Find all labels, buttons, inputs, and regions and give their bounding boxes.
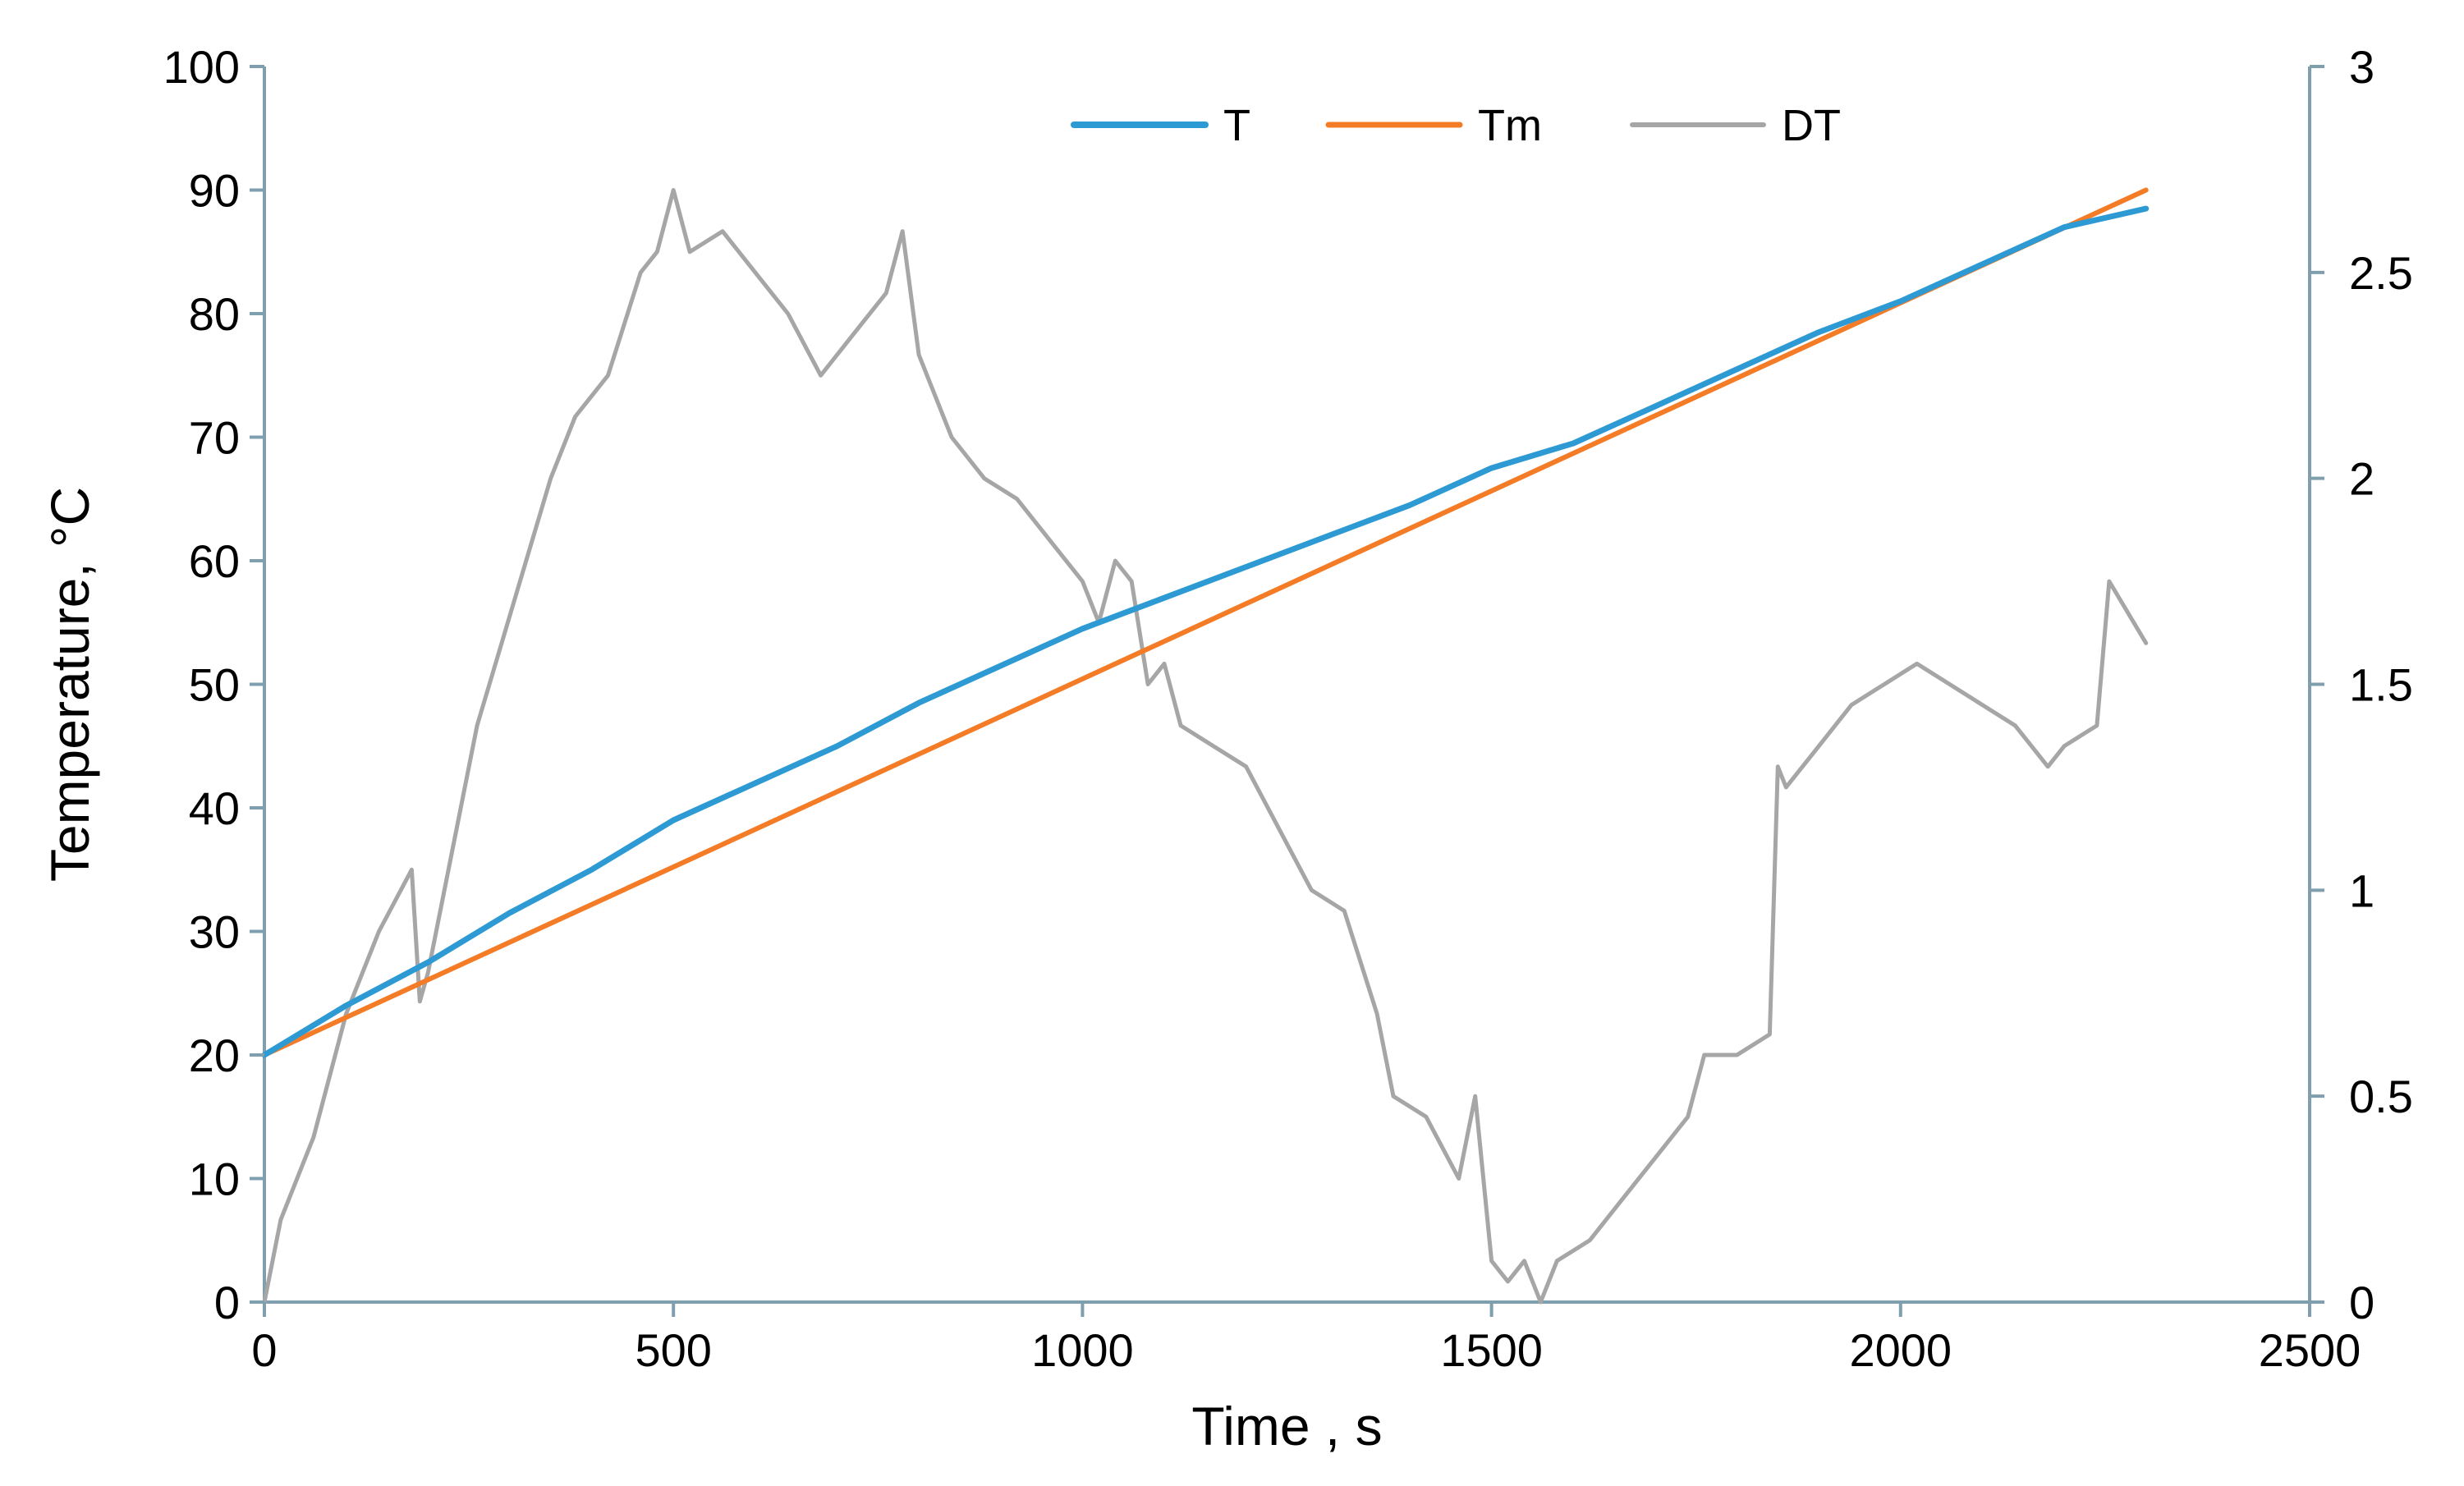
y-tick-label: 30 <box>189 906 240 958</box>
y2-tick-label: 1.5 <box>2349 659 2413 711</box>
y-tick-label: 0 <box>214 1277 240 1328</box>
y-tick-label: 20 <box>189 1030 240 1081</box>
x-axis-title: Time , s <box>1191 1396 1382 1456</box>
series-layer <box>261 187 2150 1305</box>
legend-label-t: T <box>1223 101 1250 150</box>
y-tick-label: 80 <box>189 288 240 340</box>
ticks-layer: 0 500 1000 1500 2000 250001020304050607080901… <box>163 41 2413 1376</box>
x-tick-label: 0 <box>251 1324 277 1376</box>
y2-tick-label: 2.5 <box>2349 247 2413 299</box>
series-line-t <box>261 205 2150 1058</box>
y2-tick-label: 0.5 <box>2349 1071 2413 1122</box>
legend-label-dt: DT <box>1782 101 1841 150</box>
x-tick-label: 1500 <box>1440 1324 1543 1376</box>
y2-tick-label: 1 <box>2349 865 2375 916</box>
legend: T Tm DT <box>1071 101 1841 150</box>
y-tick-label: 60 <box>189 535 240 587</box>
x-tick-label: 1000 <box>1031 1324 1134 1376</box>
series-line-tm <box>262 187 2149 1057</box>
y2-tick-label: 0 <box>2349 1277 2375 1328</box>
x-tick-label: 500 <box>635 1324 711 1376</box>
y-tick-label: 40 <box>189 782 240 834</box>
x-tick-label: 2500 <box>2259 1324 2361 1376</box>
x-tick-label: 2000 <box>1850 1324 1952 1376</box>
y-tick-label: 70 <box>189 412 240 464</box>
y-axis-title: Temperature, °C <box>39 487 100 882</box>
y-tick-label: 10 <box>189 1153 240 1205</box>
y2-tick-label: 3 <box>2349 41 2375 93</box>
y-tick-label: 90 <box>189 165 240 217</box>
series-line-dt <box>262 188 2149 1305</box>
y-tick-label: 50 <box>189 659 240 711</box>
y-tick-label: 100 <box>163 41 240 93</box>
legend-label-tm: Tm <box>1478 101 1542 150</box>
y2-tick-label: 2 <box>2349 453 2375 505</box>
